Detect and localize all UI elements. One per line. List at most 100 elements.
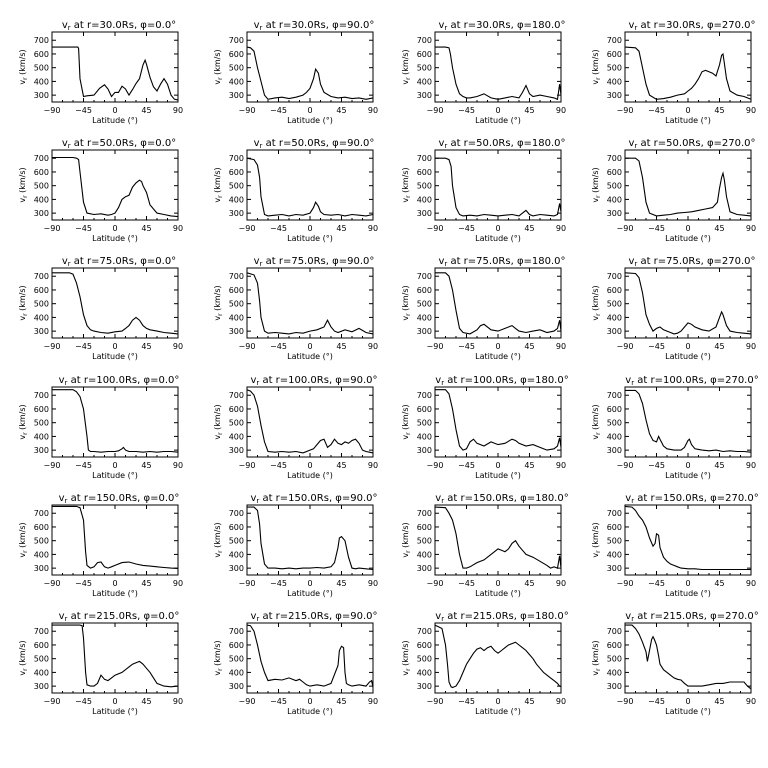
y-tick-label: 500 [34,537,49,546]
y-tick-label: 600 [229,50,244,59]
x-tick-label: 0 [495,579,500,588]
y-tick-label: 700 [607,154,622,163]
y-tick-label: 400 [34,195,49,204]
panel-r100.0-phi180.0: vr at r=100.0Rs, φ=180.0° −90 −45 0 45 90 300 4… [401,375,569,480]
panel-r50.0-phi180.0: vr at r=50.0Rs, φ=180.0° −90 −45 0 45 90 300 40… [401,138,566,243]
plot-frame [624,504,752,576]
series-line [624,505,751,571]
x-tick-label: 90 [556,342,566,351]
y-tick-label: 300 [229,682,244,691]
y-tick-label: 400 [229,313,244,322]
y-tick-label: 500 [607,537,622,546]
x-axis-label: Latitude (°) [665,589,711,598]
panel-r150.0-phi0.0: vr at r=150.0Rs, φ=0.0° −90 −45 0 45 90 300 400… [18,493,183,598]
x-tick-label: 90 [368,342,378,351]
y-tick-label: 500 [607,419,622,428]
series-line [625,389,752,453]
x-axis-label: Latitude (°) [287,116,333,125]
panel-r150.0-phi270.0: vr at r=150.0Rs, φ=270.0° −90 −45 0 45 90 300 4… [591,493,759,598]
y-tick-label: 600 [229,286,244,295]
panel-r100.0-phi90.0: vr at r=100.0Rs, φ=90.0° −90 −45 0 45 90 300 40… [213,375,378,480]
y-tick-label: 400 [229,668,244,677]
x-tick-label: 90 [746,697,756,706]
panel-r50.0-phi90.0: vr at r=50.0Rs, φ=90.0° −90 −45 0 45 90 300 400… [213,138,378,243]
x-tick-label: −90 [44,461,61,470]
panel-r215.0-phi270.0: vr at r=215.0Rs, φ=270.0° −90 −45 0 45 90 300 4… [591,611,759,716]
x-tick-label: 90 [746,461,756,470]
x-axis-label: Latitude (°) [475,471,521,480]
y-axis-label: vr (km/s) [213,285,224,320]
x-tick-label: −90 [617,461,634,470]
x-tick-label: −45 [648,106,665,115]
x-tick-label: −90 [239,579,256,588]
series-line [246,389,374,454]
x-axis-label: Latitude (°) [92,234,138,243]
y-axis-label: vr (km/s) [18,640,29,675]
x-tick-label: −90 [44,342,61,351]
y-tick-label: 700 [34,627,49,636]
x-tick-label: −45 [75,579,92,588]
y-tick-label: 600 [229,405,244,414]
plot-frame [51,504,179,576]
series-line [52,389,179,453]
panel-title: vr at r=50.0Rs, φ=90.0° [254,138,375,150]
y-tick-label: 300 [607,564,622,573]
plot-frame [51,267,179,339]
x-tick-label: 0 [112,461,117,470]
y-tick-label: 700 [229,391,244,400]
y-tick-label: 500 [417,419,432,428]
series-line [624,272,752,335]
y-tick-label: 400 [417,313,432,322]
y-axis-label: vr (km/s) [18,404,29,439]
y-tick-label: 300 [229,327,244,336]
x-axis-label: Latitude (°) [475,352,521,361]
x-tick-label: −45 [648,342,665,351]
x-tick-label: 90 [556,697,566,706]
x-tick-label: −90 [239,461,256,470]
y-tick-label: 500 [229,655,244,664]
y-tick-label: 400 [229,550,244,559]
x-tick-label: 0 [307,579,312,588]
y-tick-label: 500 [417,182,432,191]
x-tick-label: 0 [685,106,690,115]
plot-frame [51,386,179,458]
y-tick-label: 600 [417,523,432,532]
x-axis-label: Latitude (°) [92,116,138,125]
plot-frame [434,504,562,576]
x-tick-label: −90 [44,579,61,588]
plot-frame [51,31,179,103]
y-tick-label: 700 [229,272,244,281]
panel-title: vr at r=50.0Rs, φ=0.0° [62,138,176,150]
y-tick-label: 700 [34,36,49,45]
panel-title: vr at r=215.0Rs, φ=0.0° [59,611,180,623]
x-tick-label: −90 [44,224,61,233]
series-line [52,156,179,218]
x-tick-label: 45 [336,224,346,233]
panel-title: vr at r=75.0Rs, φ=90.0° [254,256,375,268]
series-line [625,157,752,217]
panel-r30.0-phi270.0: vr at r=30.0Rs, φ=270.0° −90 −45 0 45 90 300 40… [591,20,756,125]
x-axis-label: Latitude (°) [475,707,521,716]
x-tick-label: 90 [173,224,183,233]
y-tick-label: 300 [607,682,622,691]
plot-frame [434,386,562,458]
y-tick-label: 700 [34,154,49,163]
y-axis-label: vr (km/s) [591,640,602,675]
y-tick-label: 600 [34,405,49,414]
panel-r30.0-phi180.0: vr at r=30.0Rs, φ=180.0° −90 −45 0 45 90 300 40… [401,20,566,125]
y-axis-label: vr (km/s) [18,49,29,84]
y-tick-label: 500 [229,419,244,428]
x-tick-label: 0 [307,106,312,115]
x-tick-label: −45 [648,224,665,233]
x-tick-label: −45 [648,579,665,588]
y-tick-label: 700 [34,272,49,281]
series-line [247,506,374,571]
y-tick-label: 300 [417,209,432,218]
y-tick-label: 500 [34,182,49,191]
x-axis-label: Latitude (°) [287,234,333,243]
panel-r30.0-phi90.0: vr at r=30.0Rs, φ=90.0° −90 −45 0 45 90 300 400… [213,20,378,125]
y-tick-label: 300 [34,209,49,218]
plot-frame [434,31,562,103]
series-line [625,624,752,690]
series-line [246,157,374,217]
